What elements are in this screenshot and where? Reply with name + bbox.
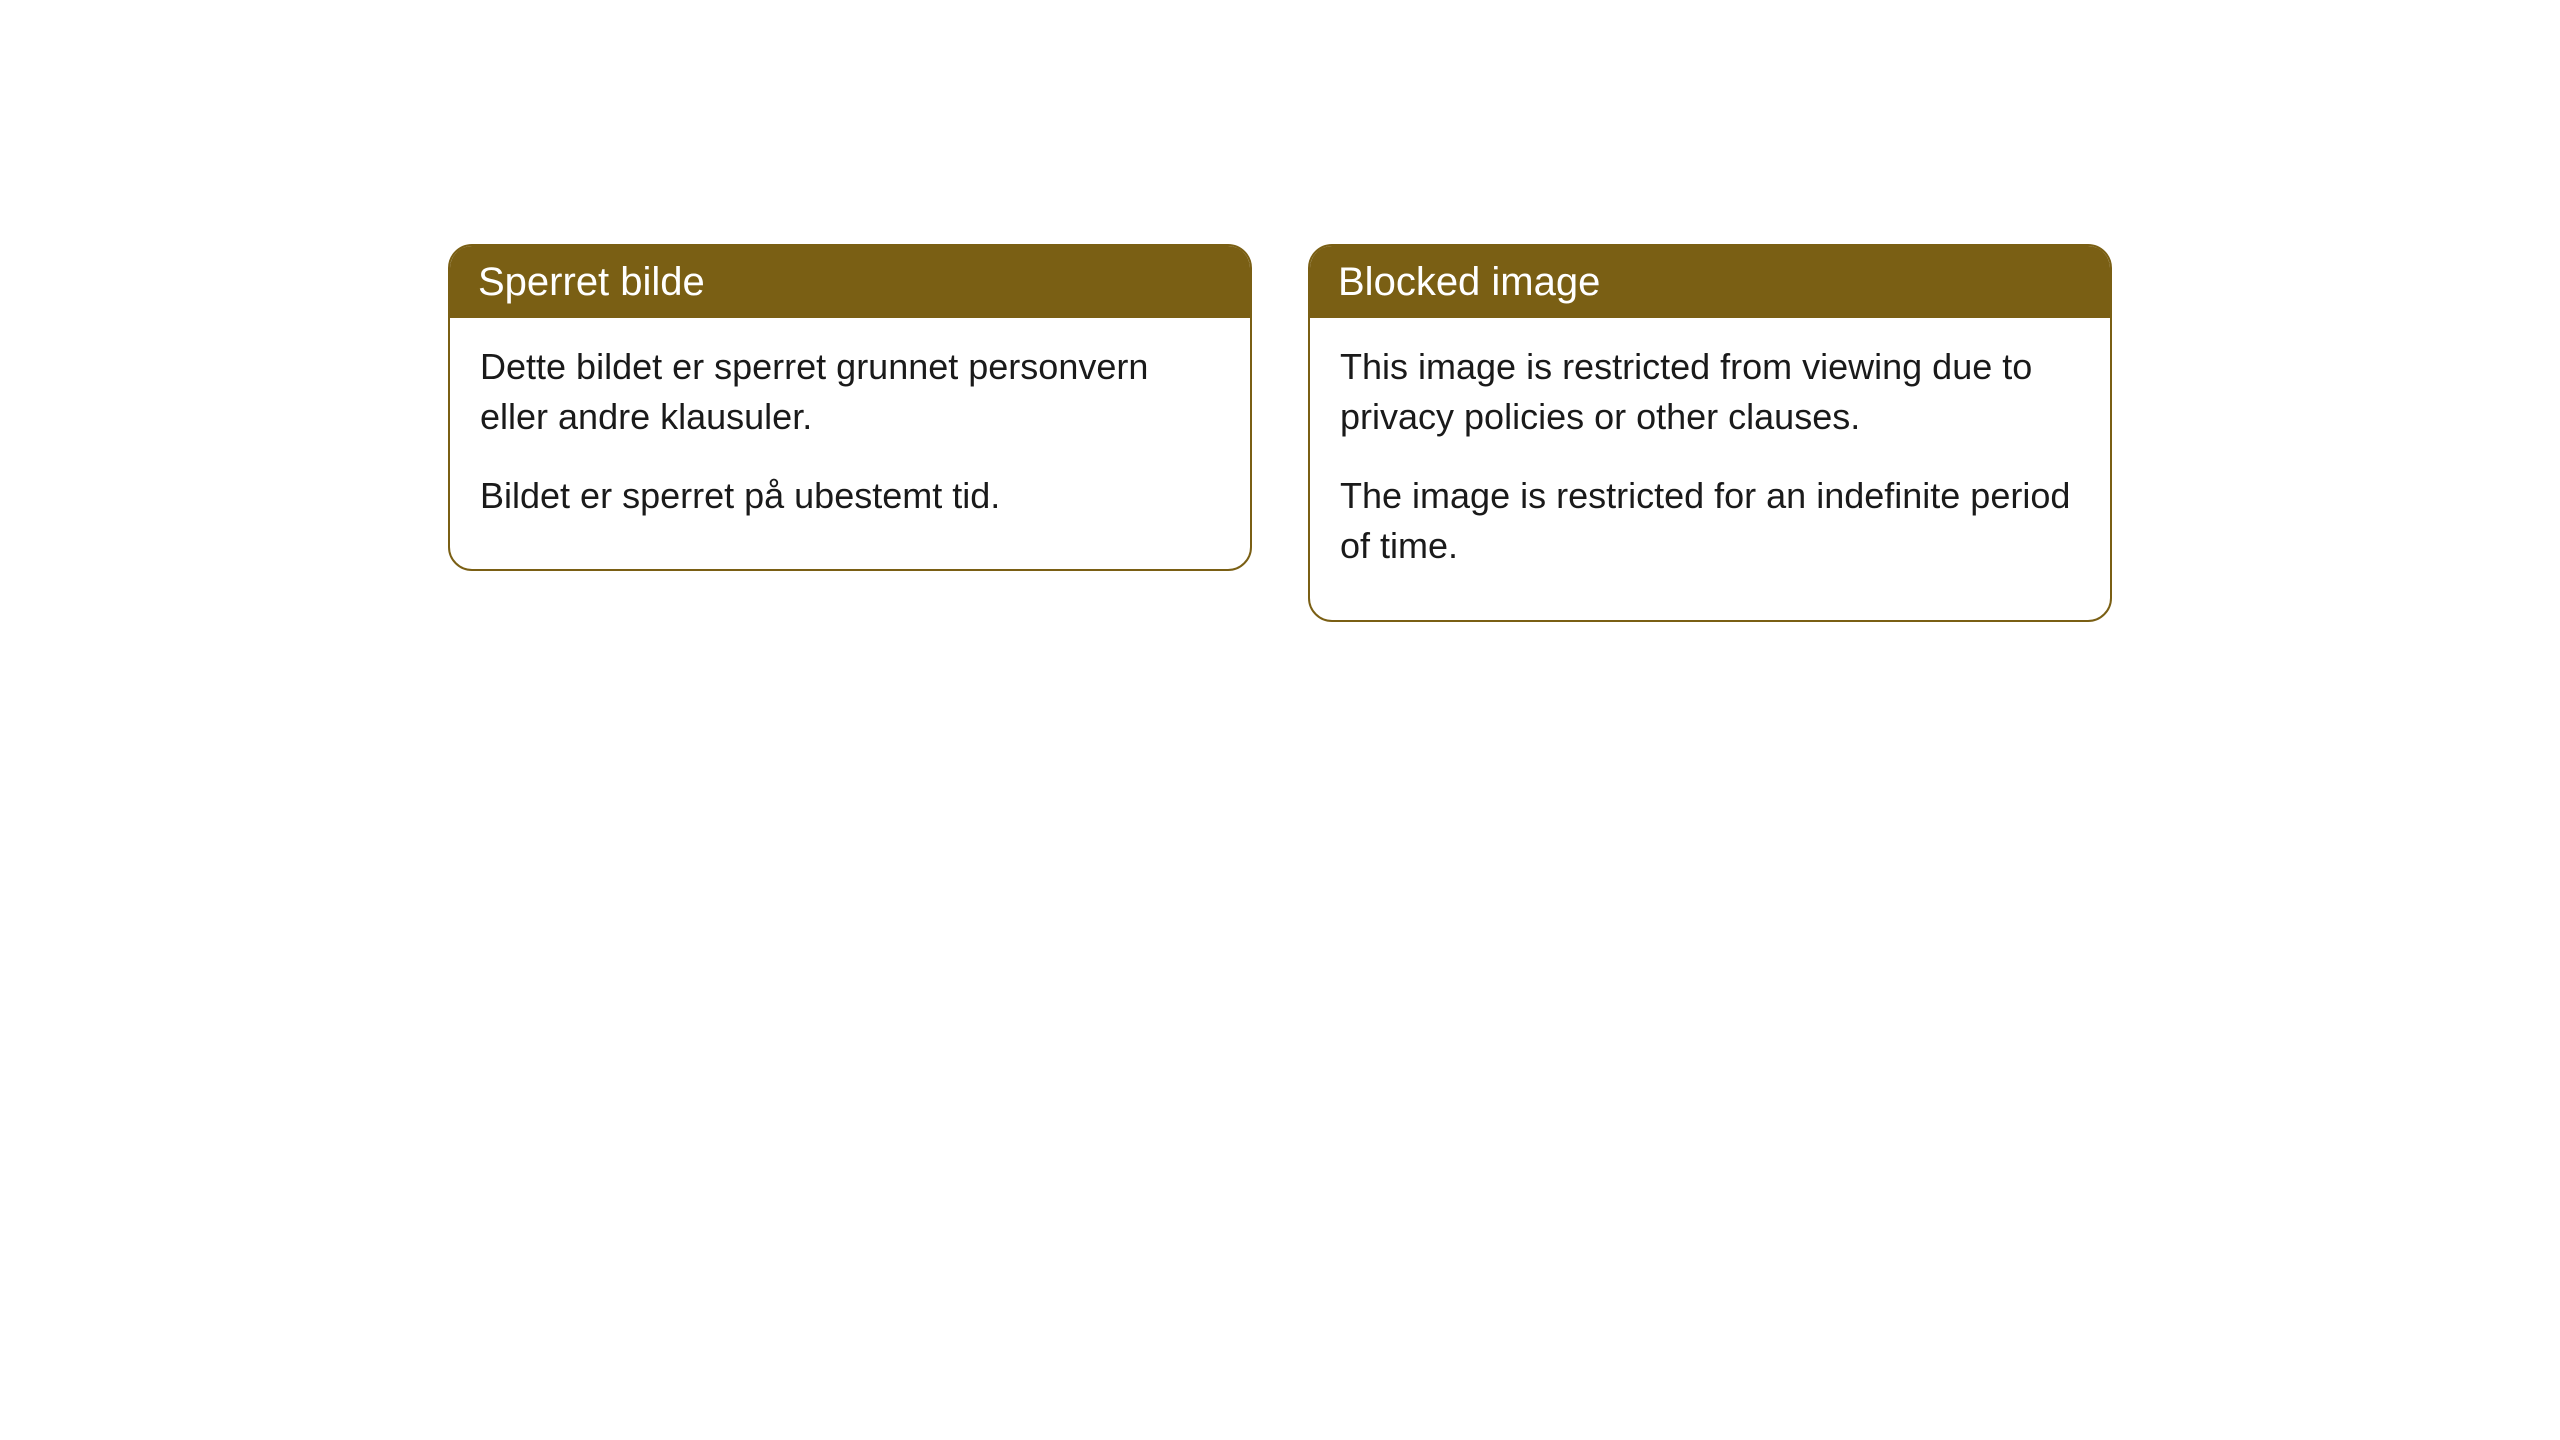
card-body-en: This image is restricted from viewing du…	[1310, 318, 2110, 620]
notice-cards-container: Sperret bilde Dette bildet er sperret gr…	[448, 244, 2112, 1440]
card-paragraph-2-no: Bildet er sperret på ubestemt tid.	[480, 471, 1220, 521]
card-paragraph-2-en: The image is restricted for an indefinit…	[1340, 471, 2080, 572]
card-header-no: Sperret bilde	[450, 246, 1250, 318]
card-paragraph-1-no: Dette bildet er sperret grunnet personve…	[480, 342, 1220, 443]
blocked-image-card-en: Blocked image This image is restricted f…	[1308, 244, 2112, 622]
blocked-image-card-no: Sperret bilde Dette bildet er sperret gr…	[448, 244, 1252, 571]
card-header-en: Blocked image	[1310, 246, 2110, 318]
card-paragraph-1-en: This image is restricted from viewing du…	[1340, 342, 2080, 443]
card-body-no: Dette bildet er sperret grunnet personve…	[450, 318, 1250, 569]
